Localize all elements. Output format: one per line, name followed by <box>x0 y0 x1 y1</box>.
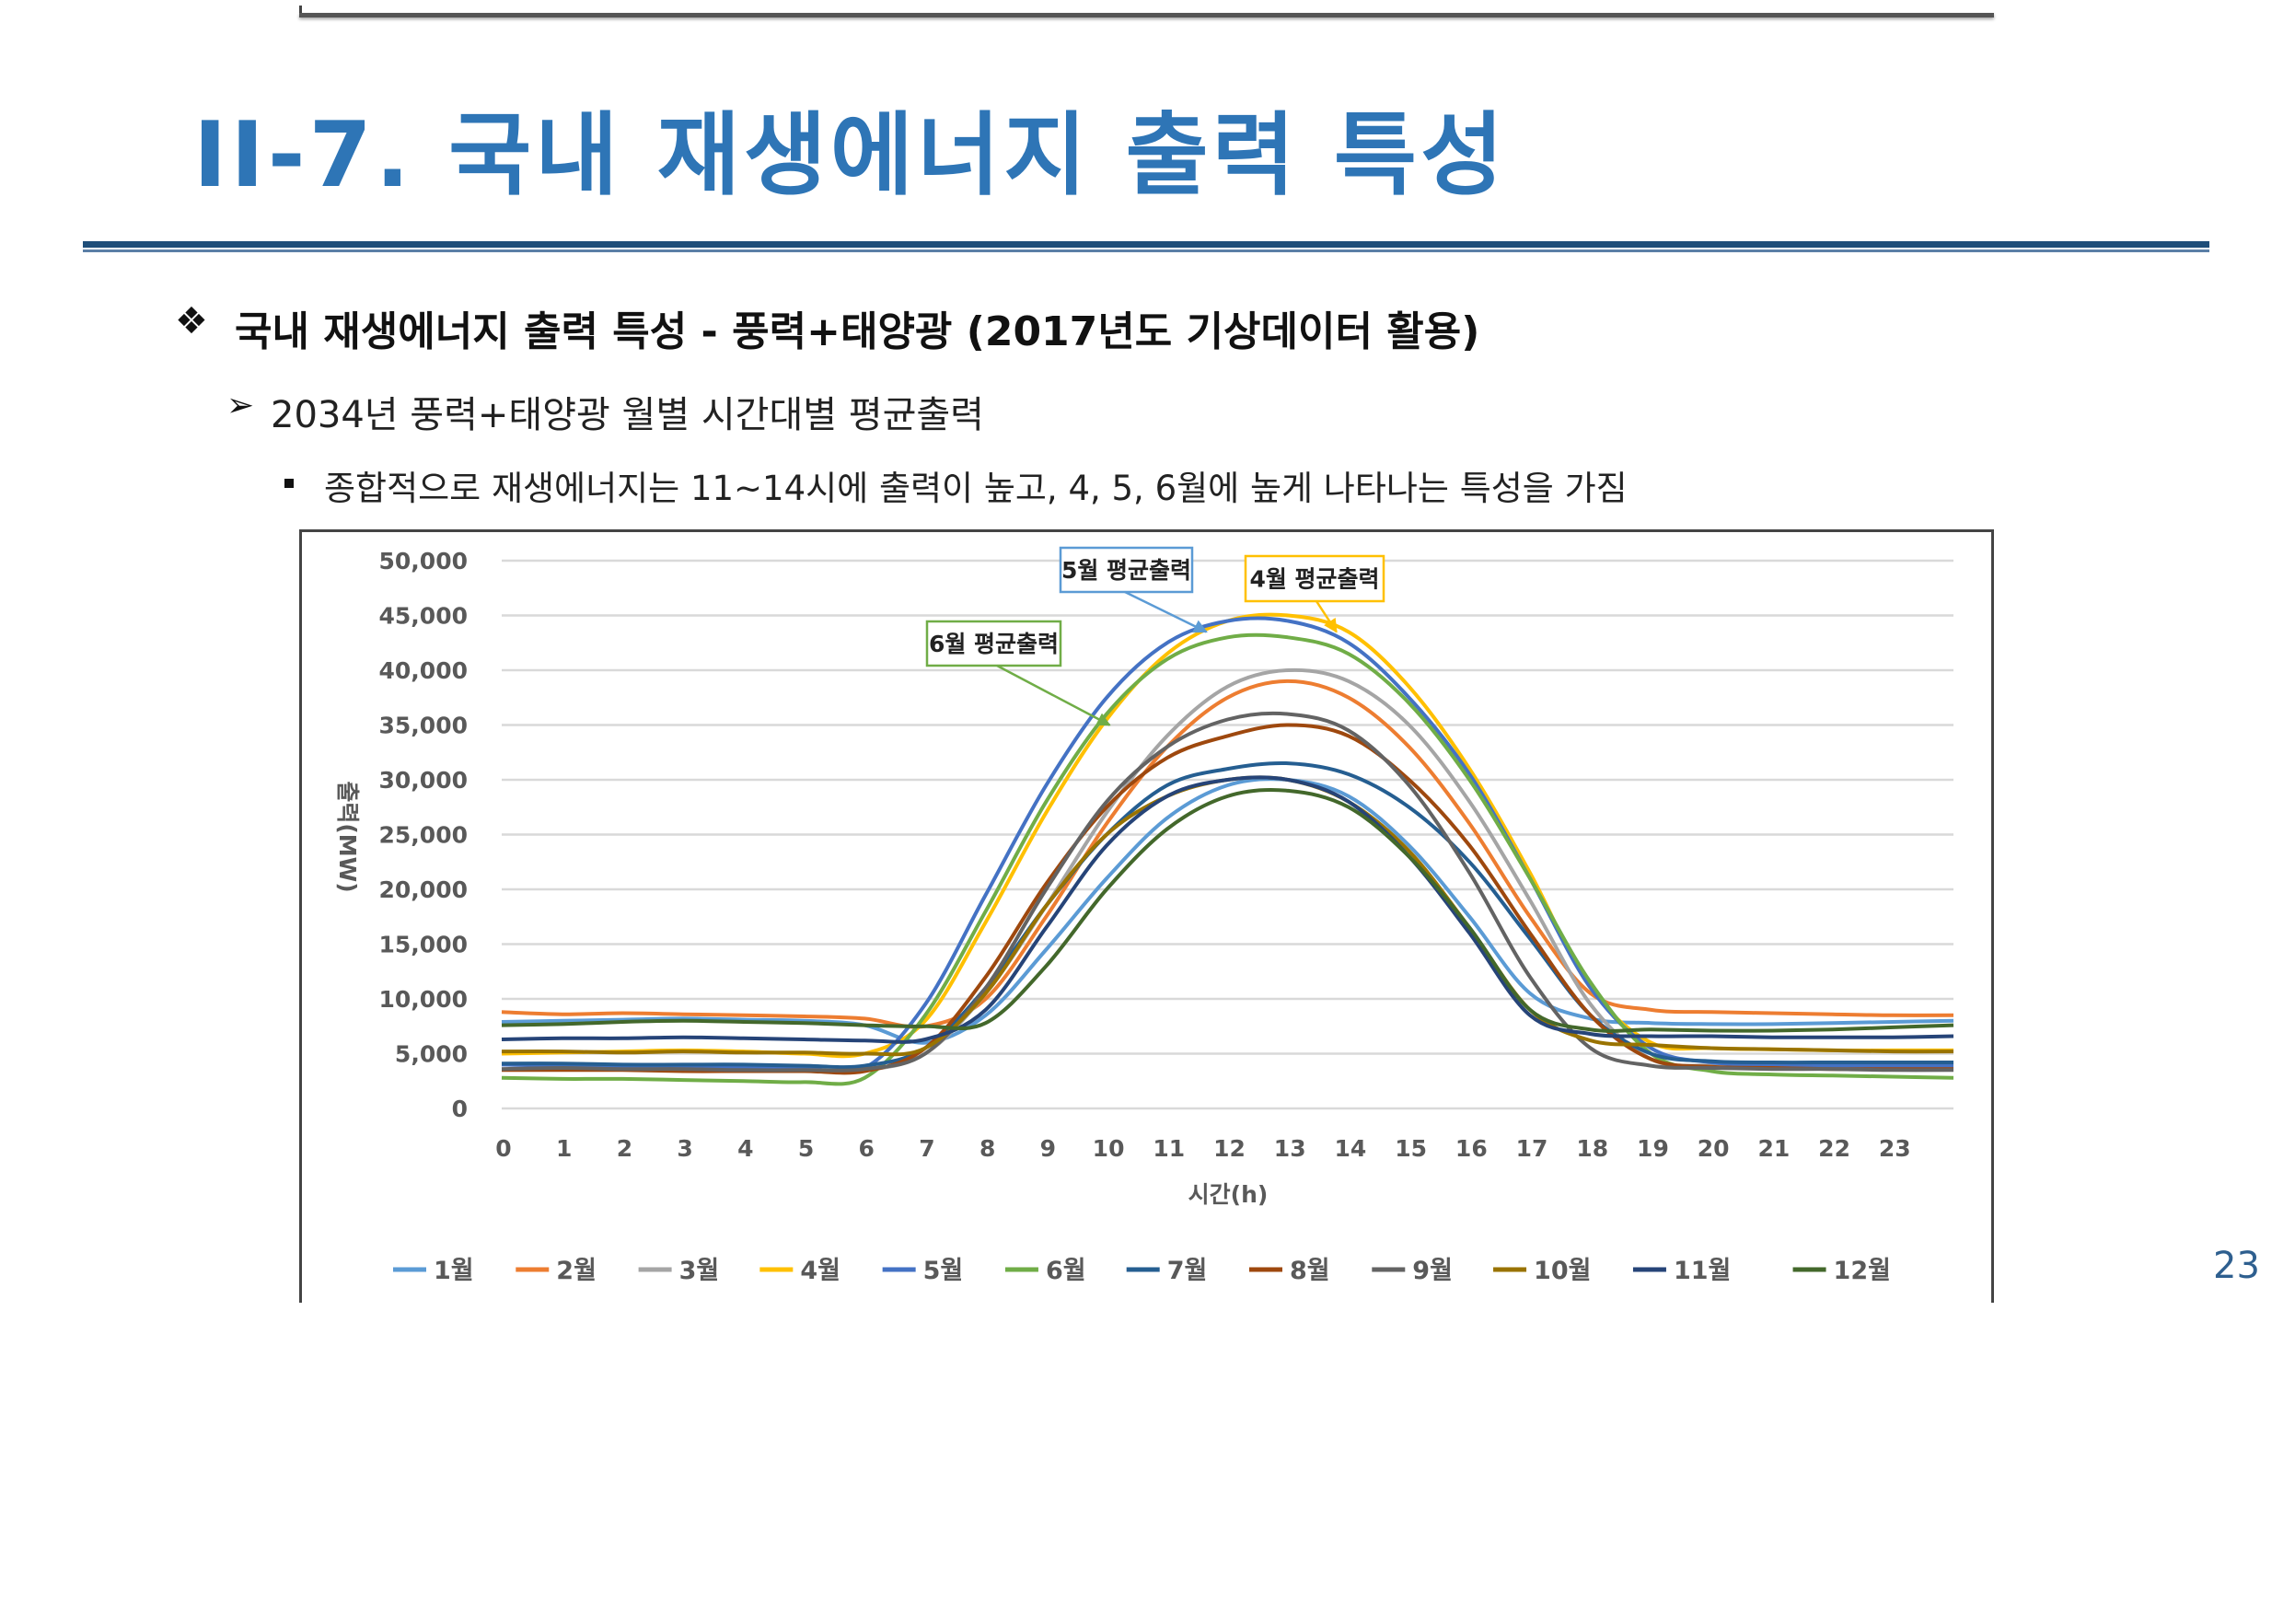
x-tick-label: 3 <box>677 1135 692 1162</box>
legend-label: 8월 <box>1290 1257 1330 1285</box>
series-line-7 <box>501 760 1953 1070</box>
square-bullet-icon <box>284 479 294 488</box>
legend-item: 1월 <box>393 1257 474 1285</box>
y-tick-label: 35,000 <box>379 713 468 739</box>
y-tick-label: 5,000 <box>395 1041 468 1068</box>
y-tick-label: 10,000 <box>379 986 468 1013</box>
slide-title: II-7. 국내 재생에너지 출력 특성 <box>193 103 1508 208</box>
y-tick-label: 45,000 <box>379 603 468 630</box>
chart-frame <box>299 529 1994 1303</box>
legend-label: 2월 <box>556 1257 597 1285</box>
x-tick-label: 18 <box>1576 1135 1608 1162</box>
x-tick-label: 0 <box>495 1135 511 1162</box>
legend-label: 6월 <box>1046 1257 1086 1285</box>
previous-slide-frame-edge <box>299 13 1994 17</box>
x-tick-label: 22 <box>1818 1135 1850 1162</box>
legend-label: 7월 <box>1167 1257 1208 1285</box>
series-lines <box>501 612 1954 1086</box>
legend-item: 10월 <box>1493 1257 1591 1285</box>
series-line-9 <box>501 711 1954 1073</box>
y-axis-title: 출력(MW) <box>334 781 361 892</box>
gridlines <box>502 559 1953 1110</box>
x-tick-label: 20 <box>1698 1135 1730 1162</box>
legend: 1월 2월 3월 4월 5월 6월 7월 8월 9월 10월 11월 12월 <box>393 1257 1891 1285</box>
bullet-point: 종합적으로 재생에너지는 11~14시에 출력이 높고, 4, 5, 6월에 높… <box>324 469 1628 508</box>
x-tick-label: 8 <box>979 1135 995 1162</box>
annotation-label: 5월 평균출력 <box>1061 557 1191 584</box>
legend-label: 12월 <box>1834 1257 1891 1285</box>
y-tick-label: 50,000 <box>379 548 468 574</box>
x-tick-label: 5 <box>798 1135 814 1162</box>
y-tick-label: 30,000 <box>379 767 468 794</box>
top-frame-stub <box>299 6 302 17</box>
x-tick-label: 7 <box>919 1135 934 1162</box>
series-line-2 <box>501 679 1954 1029</box>
page-number: 23 <box>2213 1245 2260 1287</box>
series-line-11 <box>501 775 1954 1044</box>
section-heading: 국내 재생에너지 출력 특성 - 풍력+태양광 (2017년도 기상데이터 활용… <box>235 308 1480 355</box>
y-axis-ticks: 0 5,000 10,000 15,000 20,000 25,000 30,000 35,0… <box>379 548 468 1122</box>
x-tick-label: 21 <box>1757 1135 1790 1162</box>
legend-label: 1월 <box>434 1257 474 1285</box>
legend-item: 8월 <box>1249 1257 1330 1285</box>
x-tick-label: 14 <box>1335 1135 1367 1162</box>
x-tick-label: 15 <box>1395 1135 1427 1162</box>
legend-item: 7월 <box>1126 1257 1208 1285</box>
x-tick-label: 4 <box>737 1135 753 1162</box>
annotation-callout: 6월 평균출력 <box>925 620 1111 726</box>
x-tick-label: 6 <box>859 1135 875 1162</box>
y-tick-label: 20,000 <box>379 876 468 903</box>
series-line-12 <box>501 788 1954 1033</box>
y-tick-label: 15,000 <box>379 932 468 958</box>
legend-label: 3월 <box>679 1257 720 1285</box>
x-axis-title: 시간(h) <box>1188 1181 1269 1208</box>
title-rule-thin <box>83 249 2209 252</box>
annotation-callout: 4월 평균출력 <box>1244 554 1385 633</box>
annotation-callout: 5월 평균출력 <box>1059 546 1208 633</box>
legend-label: 11월 <box>1674 1257 1731 1285</box>
annotation-arrow <box>1315 600 1338 633</box>
annotation-label: 6월 평균출력 <box>929 631 1059 657</box>
legend-label: 4월 <box>800 1257 840 1285</box>
annotation-arrow <box>996 664 1111 726</box>
legend-label: 9월 <box>1412 1257 1453 1285</box>
y-tick-label: 40,000 <box>379 657 468 684</box>
legend-item: 4월 <box>759 1257 840 1285</box>
annotation-arrow <box>1124 590 1208 633</box>
title-rule <box>83 241 2209 248</box>
y-tick-label: 25,000 <box>379 822 468 849</box>
x-tick-label: 1 <box>556 1135 572 1162</box>
annotation-box <box>1059 546 1194 594</box>
legend-item: 9월 <box>1372 1257 1453 1285</box>
diamond-bullet-icon: ❖ <box>175 300 208 342</box>
legend-item: 6월 <box>1004 1257 1086 1285</box>
legend-item: 12월 <box>1792 1257 1891 1285</box>
x-tick-label: 11 <box>1153 1135 1185 1162</box>
x-tick-label: 19 <box>1637 1135 1669 1162</box>
legend-item: 11월 <box>1632 1257 1731 1285</box>
x-tick-label: 9 <box>1040 1135 1056 1162</box>
legend-label: 10월 <box>1534 1257 1591 1285</box>
x-tick-label: 10 <box>1093 1135 1125 1162</box>
annotation-box <box>925 620 1062 667</box>
x-tick-label: 13 <box>1274 1135 1306 1162</box>
x-tick-label: 12 <box>1213 1135 1246 1162</box>
annotation-label: 4월 평균출력 <box>1249 566 1379 593</box>
x-tick-label: 16 <box>1455 1135 1488 1162</box>
x-axis-ticks: 0 1 2 3 4 5 6 7 8 9 10 11 12 13 14 15 16 17 18 19 20 21 22 23 <box>495 1135 1910 1162</box>
subheading: 2034년 풍력+태양광 월별 시간대별 평균출력 <box>271 394 984 436</box>
y-tick-label: 0 <box>452 1096 468 1122</box>
legend-item: 2월 <box>516 1257 597 1285</box>
legend-label: 5월 <box>923 1257 964 1285</box>
arrowhead-bullet-icon: ➢ <box>226 387 255 424</box>
annotations: 5월 평균출력 4월 평균출력 6월 평균출력 <box>925 546 1385 726</box>
x-tick-label: 23 <box>1879 1135 1911 1162</box>
legend-item: 5월 <box>882 1257 964 1285</box>
x-tick-label: 17 <box>1516 1135 1548 1162</box>
annotation-box <box>1244 554 1385 603</box>
series-line-1 <box>501 777 1954 1045</box>
x-tick-label: 2 <box>617 1135 632 1162</box>
legend-item: 3월 <box>638 1257 720 1285</box>
